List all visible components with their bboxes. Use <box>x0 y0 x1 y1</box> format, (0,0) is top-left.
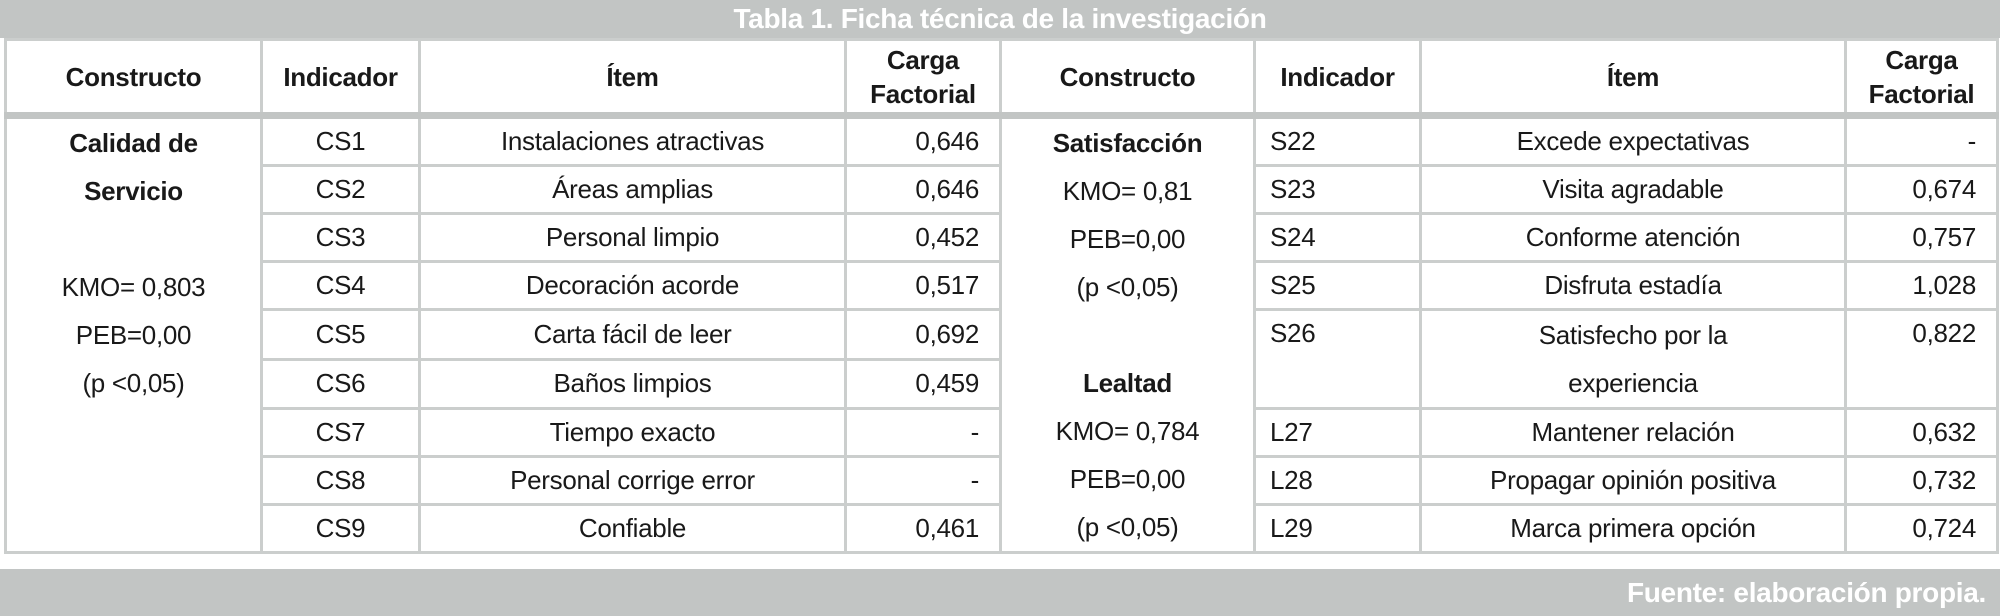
item-cell: Visita agradable <box>1419 164 1847 215</box>
header-row: Constructo Indicador Ítem Carga Factoria… <box>4 38 1999 119</box>
item-cell: Áreas amplias <box>418 164 847 215</box>
item-cell: Marca primera opción <box>1419 503 1847 554</box>
table-row: CS3 Personal limpio 0,452 S24 Conforme a… <box>6 212 1999 263</box>
constructo-pvalue-line: (p <0,05) <box>1076 272 1179 302</box>
indicator-cell: L29 <box>1253 503 1422 554</box>
constructo-line <box>9 215 259 263</box>
loading-cell: 0,517 <box>844 260 1002 311</box>
header-constructo-right: Constructo <box>999 38 1256 119</box>
item-cell: Conforme atención <box>1419 212 1847 263</box>
indicator-cell: CS1 <box>260 114 421 167</box>
table-row: Calidad de Servicio KMO= 0,803 PEB=0,00 … <box>4 114 1999 554</box>
constructo-line: Servicio <box>84 176 183 206</box>
table-row: CS9 Confiable 0,461 L29 Marca primera op… <box>6 503 1999 554</box>
item-cell: Tiempo exacto <box>418 407 847 458</box>
source-note: Fuente: elaboración propia. <box>0 569 2000 616</box>
item-cell: Baños limpios <box>418 357 847 410</box>
item-cell: Propagar opinión positiva <box>1419 455 1847 506</box>
item-cell: Personal corrige error <box>418 455 847 506</box>
table-row: CS6 Baños limpios 0,459 <box>6 357 1998 410</box>
table-row: CS7 Tiempo exacto - L27 Mantener relació… <box>6 407 1999 458</box>
header-indicador-right: Indicador <box>1253 38 1422 119</box>
indicator-cell: CS4 <box>260 260 421 311</box>
item-line: experiencia <box>1568 368 1698 398</box>
constructo-cell-calidad-servicio: Calidad de Servicio KMO= 0,803 PEB=0,00 … <box>4 114 263 554</box>
table-row: CS4 Decoración acorde 0,517 S25 Disfruta… <box>6 260 1999 311</box>
loading-cell: 0,822 <box>1844 308 1999 410</box>
loading-cell: 0,646 <box>844 114 1002 167</box>
loading-cell: 0,692 <box>844 308 1002 361</box>
constructo-line: Calidad de <box>69 128 198 158</box>
loading-cell: 0,757 <box>1844 212 1999 263</box>
table-row: CS8 Personal corrige error - L28 Propaga… <box>6 455 1999 506</box>
loading-cell: 0,674 <box>1844 164 1999 215</box>
loading-cell: 0,632 <box>1844 407 1999 458</box>
constructo-line <box>9 407 259 455</box>
item-cell: Personal limpio <box>418 212 847 263</box>
ficha-tecnica-table: Constructo Indicador Ítem Carga Factoria… <box>4 38 1999 554</box>
item-cell: Confiable <box>418 503 847 554</box>
constructo-line <box>1004 311 1252 359</box>
header-carga-right: Carga Factorial <box>1844 38 1999 119</box>
loading-cell: - <box>1844 114 1999 167</box>
item-cell: Satisfecho por la experiencia <box>1419 308 1847 410</box>
indicator-cell: CS8 <box>260 455 421 506</box>
indicator-cell: CS9 <box>260 503 421 554</box>
constructo-line: Satisfacción <box>1052 128 1203 158</box>
indicator-cell: L28 <box>1253 455 1422 506</box>
indicator-cell: S24 <box>1253 212 1422 263</box>
loading-cell: - <box>844 455 1002 506</box>
table-title-bar: Tabla 1. Ficha técnica de la investigaci… <box>0 0 2000 38</box>
item-line: Satisfecho por la <box>1538 320 1728 350</box>
loading-cell: 1,028 <box>1844 260 1999 311</box>
loading-cell: 0,646 <box>844 164 1002 215</box>
indicator-cell: L27 <box>1253 407 1422 458</box>
loading-cell: 0,459 <box>844 357 1002 410</box>
item-cell: Mantener relación <box>1419 407 1847 458</box>
constructo-pvalue-line: (p <0,05) <box>82 368 185 398</box>
indicator-cell: S22 <box>1253 114 1422 167</box>
item-cell: Instalaciones atractivas <box>418 114 847 167</box>
loading-cell: 0,452 <box>844 212 1002 263</box>
indicator-cell: S26 <box>1253 308 1422 410</box>
constructo-kmo-line: KMO= 0,81 <box>1062 176 1193 206</box>
constructo-peb-line: PEB=0,00 <box>1069 464 1186 494</box>
loading-cell: 0,724 <box>1844 503 1999 554</box>
loading-cell: 0,461 <box>844 503 1002 554</box>
constructo-line <box>9 455 259 503</box>
indicator-cell: CS5 <box>260 308 421 361</box>
indicator-cell: CS7 <box>260 407 421 458</box>
item-cell: Carta fácil de leer <box>418 308 847 361</box>
constructo-pvalue-line: (p <0,05) <box>1076 512 1179 542</box>
table-row: CS2 Áreas amplias 0,646 S23 Visita agrad… <box>6 164 1999 215</box>
loading-cell: 0,732 <box>1844 455 1999 506</box>
constructo-cell-satisfaccion-lealtad: Satisfacción KMO= 0,81 PEB=0,00 (p <0,05… <box>999 114 1256 554</box>
item-cell: Decoración acorde <box>418 260 847 311</box>
constructo-peb-line: PEB=0,00 <box>75 320 192 350</box>
constructo-kmo-line: KMO= 0,803 <box>61 272 206 302</box>
header-constructo-left: Constructo <box>4 38 263 119</box>
indicator-cell: CS3 <box>260 212 421 263</box>
table-row: CS5 Carta fácil de leer 0,692 S26 Satisf… <box>6 308 1999 410</box>
constructo-line <box>9 503 259 550</box>
constructo-line: Lealtad <box>1083 368 1172 398</box>
indicator-cell: S25 <box>1253 260 1422 311</box>
header-carga-left: Carga Factorial <box>844 38 1002 119</box>
indicator-cell: CS6 <box>260 357 421 410</box>
header-item-right: Ítem <box>1419 38 1847 119</box>
constructo-peb-line: PEB=0,00 <box>1069 224 1186 254</box>
item-cell: Excede expectativas <box>1419 114 1847 167</box>
constructo-kmo-line: KMO= 0,784 <box>1055 416 1200 446</box>
loading-cell: - <box>844 407 1002 458</box>
indicator-cell: CS2 <box>260 164 421 215</box>
item-cell: Disfruta estadía <box>1419 260 1847 311</box>
indicator-cell: S23 <box>1253 164 1422 215</box>
header-item-left: Ítem <box>418 38 847 119</box>
header-indicador-left: Indicador <box>260 38 421 119</box>
